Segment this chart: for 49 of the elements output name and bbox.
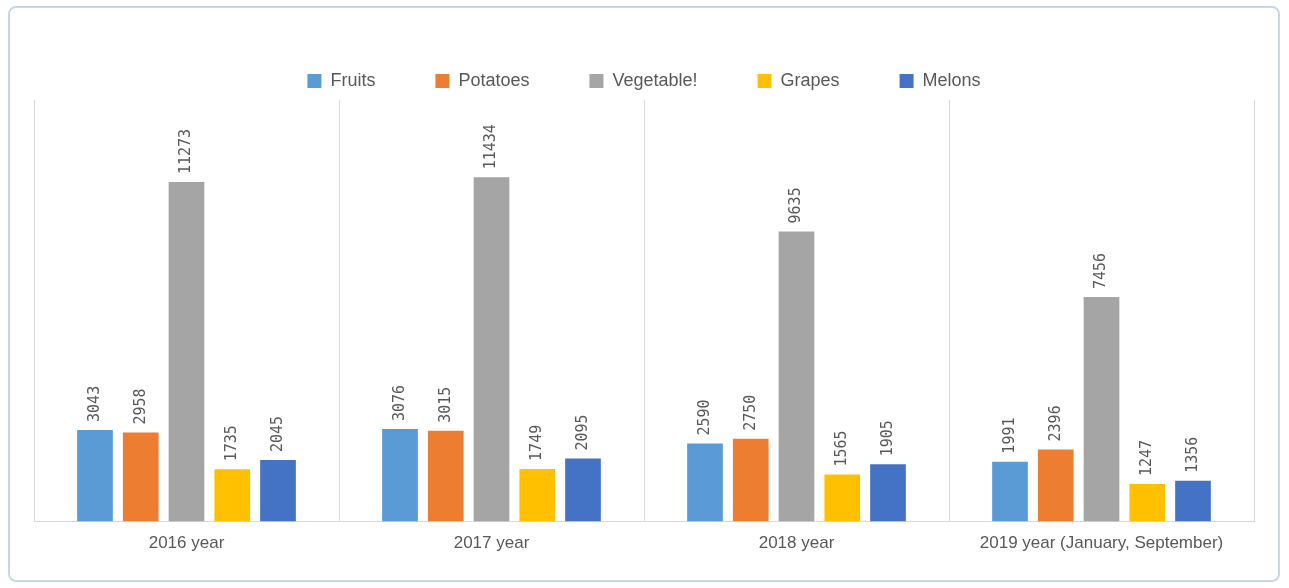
legend-label: Grapes xyxy=(780,69,840,90)
bar xyxy=(824,474,861,522)
bar xyxy=(1083,297,1120,522)
data-label: 1247 xyxy=(1137,439,1156,477)
x-tick-label: 2016 year xyxy=(148,533,225,553)
legend-label: Fruits xyxy=(330,69,376,90)
data-label: 2396 xyxy=(1045,405,1064,442)
bar xyxy=(427,430,464,522)
bar xyxy=(77,429,113,522)
bar xyxy=(473,177,510,522)
data-label: 1749 xyxy=(527,424,546,461)
data-label: 1356 xyxy=(1182,436,1201,473)
data-label: 3076 xyxy=(389,384,408,421)
data-label: 2045 xyxy=(267,415,286,453)
legend-label: Melons xyxy=(922,69,981,90)
data-label: 9635 xyxy=(786,187,805,224)
data-label: 1991 xyxy=(999,417,1018,454)
data-label: 1905 xyxy=(877,420,896,457)
x-tick-label: 2018 year xyxy=(758,533,835,553)
data-label: 1735 xyxy=(222,425,241,462)
bar xyxy=(214,469,251,522)
bar xyxy=(1037,449,1074,522)
bar xyxy=(1175,480,1211,522)
bar xyxy=(519,468,556,522)
data-label: 1565 xyxy=(832,430,851,467)
bar xyxy=(870,464,906,522)
data-label: 11273 xyxy=(176,128,195,175)
bar xyxy=(732,438,769,522)
data-label: 7456 xyxy=(1091,252,1110,290)
bar xyxy=(1129,484,1166,522)
data-label: 2590 xyxy=(694,399,713,436)
data-label: 11434 xyxy=(481,124,500,170)
data-label: 3015 xyxy=(435,386,454,423)
data-label: 3043 xyxy=(84,385,103,422)
bar xyxy=(992,461,1028,522)
data-label: 2958 xyxy=(130,388,149,425)
x-tick-label: 2019 year (January, September) xyxy=(979,533,1224,553)
bar xyxy=(565,458,601,522)
x-tick-label: 2017 year xyxy=(453,533,530,553)
bar xyxy=(168,182,205,522)
legend-label: Vegetable! xyxy=(612,69,698,90)
bar xyxy=(778,231,815,522)
bar xyxy=(122,432,159,522)
bar xyxy=(687,443,723,522)
bar xyxy=(382,428,418,522)
data-label: 2750 xyxy=(740,394,759,431)
legend-label: Potatoes xyxy=(458,69,530,90)
data-label: 2095 xyxy=(572,414,591,451)
bar xyxy=(260,460,296,522)
